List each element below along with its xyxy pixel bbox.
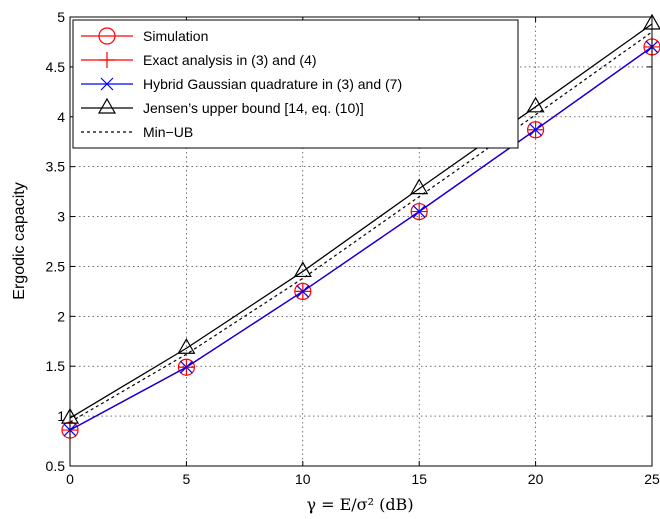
legend-label: Simulation <box>143 28 208 44</box>
data-point-marker <box>526 96 545 113</box>
y-tick-label: 1 <box>57 408 65 424</box>
legend-box <box>72 19 519 149</box>
data-point-marker <box>177 338 196 354</box>
legend-label: Jensen’s upper bound [14, eq. (10)] <box>143 100 364 116</box>
legend-marker <box>99 52 115 68</box>
y-axis-label: Ergodic capacity <box>11 182 28 299</box>
legend-item: Hybrid Gaussian quadrature in (3) and (7… <box>81 76 402 92</box>
legend-marker <box>97 97 117 114</box>
legend: Simulation Exact analysis in (3) and (4) H… <box>72 19 519 149</box>
legend-item: Jensen’s upper bound [14, eq. (10)] <box>81 97 364 116</box>
y-tick-label: 4.5 <box>46 59 66 75</box>
legend-marker <box>98 27 116 45</box>
data-point-marker <box>412 205 426 218</box>
data-point-marker <box>179 360 193 374</box>
legend-label: Hybrid Gaussian quadrature in (3) and (7… <box>143 76 402 92</box>
x-tick-label: 15 <box>411 471 427 487</box>
legend-label: Exact analysis in (3) and (4) <box>143 52 317 68</box>
grid-layer <box>70 17 652 466</box>
legend-item: Min−UB <box>81 124 193 140</box>
y-tick-label: 2.5 <box>46 258 66 274</box>
legend-label: Min−UB <box>143 124 193 140</box>
plot-frame <box>69 16 653 467</box>
y-tick-label: 3 <box>57 209 65 225</box>
data-point-marker <box>529 123 543 137</box>
y-tick-label: 3.5 <box>46 159 66 175</box>
y-tick-label: 4 <box>57 109 65 125</box>
data-point-marker <box>296 284 310 298</box>
series-triangle <box>60 13 660 424</box>
legend-item: Exact analysis in (3) and (4) <box>81 52 317 68</box>
x-tick-label: 0 <box>66 471 74 487</box>
y-tick-label: 1.5 <box>46 358 66 374</box>
series-line <box>69 46 653 431</box>
x-axis-label: γ = E/σ² (dB) <box>306 495 413 514</box>
y-tick-label: 0.5 <box>46 458 66 474</box>
x-tick-label: 10 <box>295 471 311 487</box>
x-tick-label: 20 <box>528 471 544 487</box>
tick-layer: 0 5 10 15 20 25 0.5 1 1.5 2 2.5 3 3.5 4 4.5 5 <box>46 9 660 487</box>
y-tick-label: 2 <box>57 308 65 324</box>
series-line <box>69 31 653 423</box>
series-none <box>69 31 653 423</box>
y-tick-label: 5 <box>57 9 65 25</box>
x-tick-label: 5 <box>183 471 191 487</box>
series-line <box>69 23 653 419</box>
x-tick-label: 25 <box>644 471 660 487</box>
legend-marker <box>100 77 114 91</box>
legend-item: Simulation <box>81 27 208 45</box>
data-point-marker <box>293 261 312 278</box>
data-point-marker <box>410 178 429 195</box>
